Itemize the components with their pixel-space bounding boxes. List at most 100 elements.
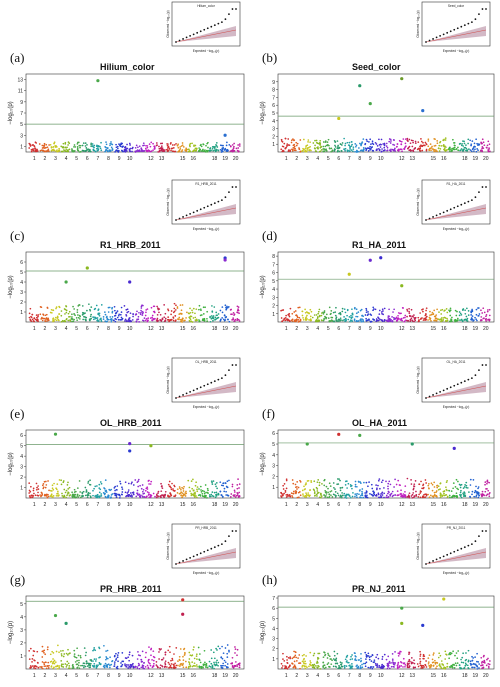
snp-point: [366, 314, 369, 317]
snp-point: [425, 315, 428, 318]
snp-point: [299, 479, 301, 482]
snp-point: [29, 647, 32, 650]
snp-point: [346, 149, 349, 152]
snp-point: [319, 139, 322, 142]
snp-point: [410, 139, 413, 142]
snp-point: [309, 141, 311, 144]
snp-point: [417, 141, 420, 143]
qq-point: [456, 383, 459, 386]
snp-point: [46, 648, 49, 651]
snp-point: [97, 147, 99, 149]
snp-point: [425, 660, 427, 662]
snp-point: [385, 658, 388, 661]
snp-point: [350, 145, 353, 147]
snp-point: [345, 656, 348, 658]
qq-point: [231, 186, 234, 188]
snp-point: [194, 312, 196, 315]
snp-point: [217, 664, 219, 667]
snp-point: [124, 151, 127, 153]
snp-point: [436, 495, 438, 498]
snp-point: [297, 486, 300, 489]
snp-point: [179, 312, 182, 315]
qq-point: [182, 38, 184, 40]
snp-point: [141, 319, 144, 322]
snp-point: [120, 665, 123, 668]
snp-point: [449, 314, 452, 317]
snp-point: [124, 318, 127, 321]
snp-point: [198, 488, 200, 490]
snp-point: [30, 315, 32, 318]
snp-point: [227, 318, 229, 321]
qq-y-label: Observed −log₁₀(p): [166, 532, 170, 559]
snp-point: [108, 149, 111, 151]
snp-point: [141, 314, 144, 316]
snp-point: [50, 146, 53, 148]
snp-point: [215, 144, 218, 147]
snp-point: [67, 319, 70, 322]
snp-point: [431, 311, 434, 314]
qq-point: [213, 380, 216, 383]
snp-point: [100, 482, 103, 485]
snp-point: [324, 495, 326, 498]
snp-point: [427, 319, 429, 321]
snp-point: [408, 310, 410, 313]
x-tick-label: 1: [33, 156, 36, 162]
snp-point: [485, 315, 487, 318]
snp-point: [373, 659, 376, 662]
snp-point: [375, 656, 377, 659]
snp-point: [179, 146, 182, 148]
snp-point: [477, 487, 479, 490]
snp-point: [325, 149, 328, 152]
snp-point: [162, 494, 164, 497]
snp-point: [29, 490, 32, 493]
snp-point: [388, 308, 390, 311]
snp-point: [38, 143, 41, 145]
snp-point: [167, 308, 169, 311]
snp-point: [204, 484, 207, 486]
snp-point: [64, 663, 67, 665]
snp-point: [178, 659, 181, 662]
snp-point: [389, 662, 391, 664]
snp-point: [351, 658, 354, 660]
snp-point: [428, 316, 431, 319]
snp-point: [229, 496, 232, 498]
snp-point: [134, 666, 136, 669]
snp-point: [443, 666, 445, 669]
qq-point: [235, 364, 237, 366]
snp-point: [443, 147, 446, 150]
snp-point: [406, 308, 408, 311]
snp-point: [150, 306, 153, 309]
snp-point: [164, 493, 167, 496]
snp-point: [281, 667, 283, 669]
qq-point: [435, 36, 438, 39]
x-tick-label: 13: [409, 156, 415, 162]
x-tick-label: 8: [107, 156, 110, 162]
snp-point: [374, 308, 377, 311]
snp-point: [41, 656, 44, 658]
snp-point: [182, 494, 184, 497]
snp-point: [301, 314, 304, 317]
snp-point: [46, 306, 49, 309]
snp-point: [343, 137, 345, 140]
snp-point: [72, 320, 75, 323]
snp-point: [71, 494, 74, 497]
snp-point: [213, 661, 215, 664]
snp-point: [173, 144, 176, 146]
snp-point: [404, 495, 407, 497]
snp-point: [32, 149, 34, 152]
snp-point: [348, 141, 351, 144]
snp-point: [453, 148, 456, 151]
snp-point: [327, 652, 329, 655]
snp-point: [198, 320, 201, 322]
snp-point: [127, 482, 130, 485]
snp-point: [285, 655, 288, 658]
snp-point: [31, 661, 33, 663]
snp-point: [477, 144, 479, 146]
snp-point: [84, 142, 87, 144]
snp-point: [404, 142, 407, 145]
snp-point: [35, 665, 38, 668]
snp-point: [460, 496, 463, 499]
snp-point: [425, 149, 428, 152]
snp-point: [377, 657, 380, 660]
